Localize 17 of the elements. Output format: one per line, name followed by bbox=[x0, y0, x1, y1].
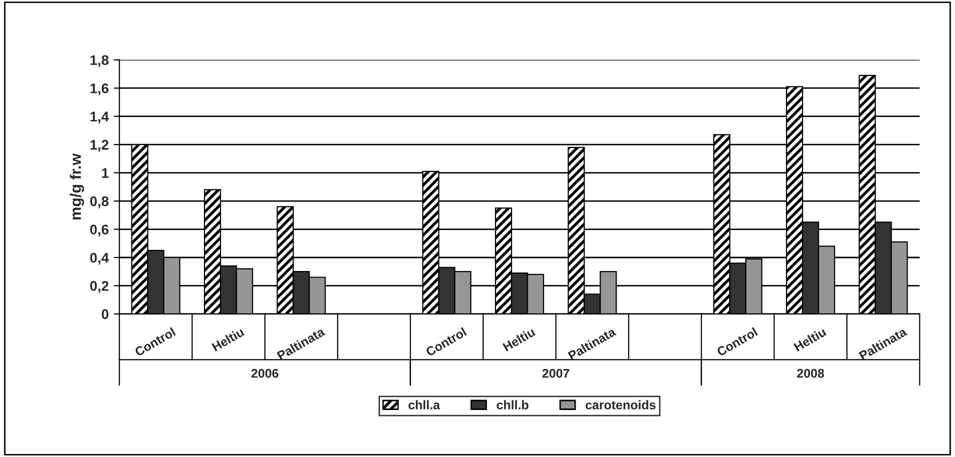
y-tick-label: 0,2 bbox=[90, 281, 108, 293]
text: 2007 bbox=[542, 368, 570, 378]
y-tick-label: 0,8 bbox=[90, 196, 109, 208]
legend-label: carotenoids bbox=[586, 400, 656, 410]
legend-label: chll.a bbox=[408, 400, 440, 410]
y-tick-label: 0,4 bbox=[90, 252, 109, 265]
y-tick-label: 0,6 bbox=[90, 224, 108, 236]
text: 2008 bbox=[797, 368, 824, 378]
legend-label: chll.b bbox=[496, 400, 528, 410]
y-tick-label: 1,6 bbox=[90, 83, 108, 96]
y-axis-title: mg/g fr.w bbox=[70, 153, 84, 220]
y-tick-label: 0 bbox=[102, 309, 108, 320]
y-tick-label: 1 bbox=[102, 168, 109, 178]
y-tick-label: 1,2 bbox=[90, 140, 108, 152]
y-tick-label: 1,4 bbox=[90, 112, 109, 124]
text: 2006 bbox=[251, 368, 278, 378]
y-tick-label: 1,8 bbox=[90, 55, 109, 68]
